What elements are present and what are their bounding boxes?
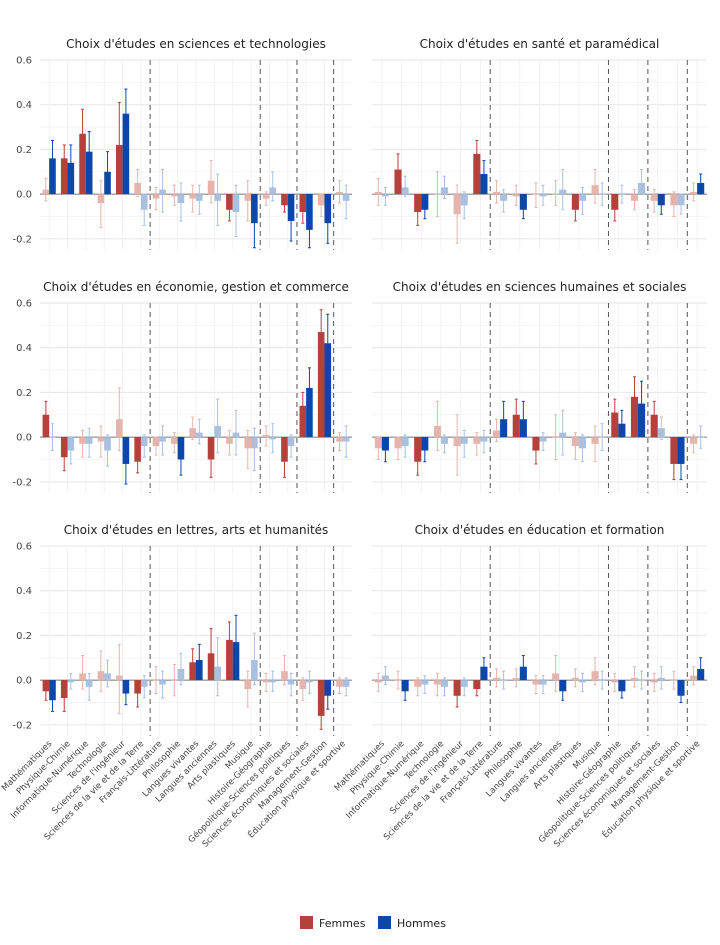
bar-femmes: [79, 133, 86, 195]
bar-hommes: [67, 162, 75, 195]
bar-hommes: [677, 680, 685, 696]
y-tick-label: 0.6: [16, 299, 32, 310]
panel-6: Choix d'études en éducation et formation: [372, 523, 707, 736]
legend-label-hommes: Hommes: [397, 917, 446, 930]
panel-title: Choix d'études en sciences et technologi…: [66, 37, 326, 51]
panel-title: Choix d'études en lettres, arts et human…: [64, 523, 329, 537]
panel-3: 0.6 0.4 0.2 0.0 -0.2 Choix d'études en économ…: [12, 280, 352, 493]
y-tick-label: 0.4: [16, 343, 32, 354]
bar-hommes: [122, 113, 130, 195]
y-tick-label: 0.2: [16, 631, 32, 642]
y-tick-label: 0.0: [16, 433, 32, 444]
bar-hommes: [324, 343, 332, 438]
bar-femmes: [473, 153, 481, 195]
panel-title: Choix d'études en éducation et formation: [415, 523, 665, 537]
bar-femmes: [299, 405, 307, 438]
y-tick-label: 0.0: [16, 190, 32, 201]
bar-femmes: [60, 158, 68, 195]
panel-1: 0.6 0.4 0.2 0.0 -0.2 Choix d'études en scienc…: [12, 37, 352, 250]
y-tick-label: -0.2: [12, 720, 32, 731]
panel-title: Choix d'études en santé et paramédical: [420, 37, 660, 51]
y-tick-label: 0.0: [16, 676, 32, 687]
y-tick-label: -0.2: [12, 234, 32, 245]
panel-5: 0.6 0.4 0.2 0.0 -0.2 Choix d'études en lettre…: [12, 523, 352, 736]
panel-title: Choix d'études en économie, gestion et c…: [43, 280, 349, 294]
y-tick-label: 0.6: [16, 542, 32, 553]
y-tick-label: 0.2: [16, 145, 32, 156]
y-tick-label: 0.4: [16, 586, 32, 597]
bar-hommes: [85, 151, 93, 195]
y-tick-label: 0.2: [16, 388, 32, 399]
bar-hommes: [306, 387, 313, 438]
y-tick-label: 0.4: [16, 100, 32, 111]
bar-femmes: [630, 396, 639, 438]
panel-4: Choix d'études en sciences humaines et s…: [372, 280, 707, 493]
bar-hommes: [49, 158, 56, 195]
bar-femmes: [317, 332, 325, 438]
legend-swatch-hommes: [378, 916, 391, 929]
chart-panels: 0.6 0.4 0.2 0.0 -0.2 Choix d'études en scienc…: [12, 37, 707, 736]
legend: Femmes Hommes: [300, 916, 446, 930]
x-axis-labels: MathématiquesPhysique-ChimieInformatique…: [0, 738, 702, 850]
panel-title: Choix d'études en sciences humaines et s…: [393, 280, 687, 294]
legend-swatch-femmes: [300, 916, 313, 929]
legend-label-femmes: Femmes: [319, 917, 366, 930]
panel-2: Choix d'études en santé et paramédical: [372, 37, 707, 250]
y-tick-label: 0.6: [16, 56, 32, 67]
y-tick-label: -0.2: [12, 477, 32, 488]
bar-femmes: [317, 680, 325, 716]
